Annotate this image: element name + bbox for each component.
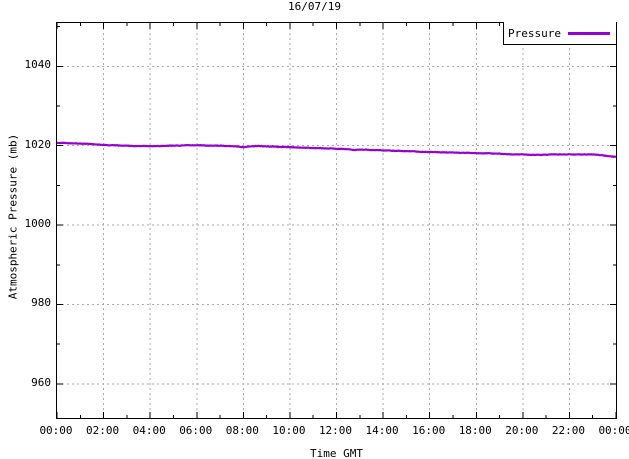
- y-axis-title: Atmospheric Pressure (mb): [6, 133, 20, 300]
- x-axis-tick-label: 02:00: [86, 424, 120, 437]
- chart-title: 16/07/19: [288, 0, 341, 13]
- data-series-pressure: [57, 141, 616, 158]
- x-axis-tick-label: 22:00: [551, 424, 585, 437]
- x-axis-tick-label: 10:00: [272, 424, 306, 437]
- x-axis-tick-label: 06:00: [179, 424, 213, 437]
- plot-svg: [57, 23, 616, 418]
- y-axis-tick-label: 980: [31, 296, 51, 310]
- x-axis-title: Time GMT: [310, 447, 363, 459]
- x-axis-tick-label: 14:00: [365, 424, 399, 437]
- x-axis-tick-label: 20:00: [505, 424, 539, 437]
- x-axis-tick-label: 12:00: [318, 424, 353, 437]
- x-gridlines: [103, 23, 570, 418]
- y-axis-ticks: [57, 26, 616, 385]
- legend-item-pressure-label: Pressure: [508, 26, 561, 40]
- x-axis-tick-label: 16:00: [412, 424, 446, 437]
- x-axis-tick-label: 04:00: [132, 424, 166, 437]
- legend-item-pressure-swatch: [568, 31, 610, 35]
- plot-area: [56, 22, 617, 419]
- y-axis-tick-labels: 960 980 1000 1020 1040: [0, 0, 52, 459]
- y-axis-tick-label: 1040: [24, 58, 52, 72]
- x-axis-tick-label: 00:00: [39, 424, 73, 437]
- y-axis-tick-label: 1000: [24, 217, 52, 231]
- y-axis-tick-label: 1020: [24, 137, 52, 151]
- x-axis-tick-label: 18:00: [458, 424, 492, 437]
- x-axis-tick-label: 08:00: [225, 424, 259, 437]
- x-axis-tick-label: 00:00: [598, 424, 629, 437]
- legend: Pressure: [503, 22, 617, 45]
- y-axis-tick-label: 960: [31, 375, 51, 389]
